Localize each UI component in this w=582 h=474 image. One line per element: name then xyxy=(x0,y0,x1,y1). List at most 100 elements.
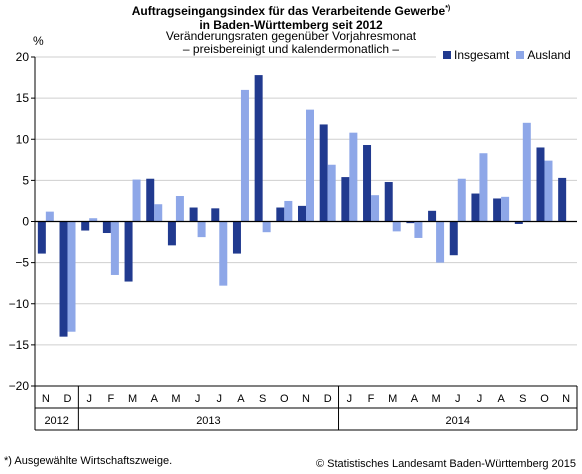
x-tick-label: N xyxy=(302,393,310,405)
y-tick-label: 5 xyxy=(22,173,29,187)
bar-ausland xyxy=(457,178,466,222)
bar-ausland xyxy=(284,200,293,222)
bar-insgesamt xyxy=(536,147,545,222)
footnote: *) Ausgewählte Wirtschaftszweige. xyxy=(4,455,173,467)
y-tick-label: −20 xyxy=(9,379,30,393)
y-tick-label: −10 xyxy=(9,297,30,311)
bar-ausland xyxy=(392,221,401,232)
x-tick-label: O xyxy=(540,393,549,405)
bar-insgesamt xyxy=(189,207,198,222)
y-tick-label: 10 xyxy=(16,132,30,146)
bar-insgesamt xyxy=(319,124,328,222)
y-tick-label: −5 xyxy=(15,256,29,270)
legend-swatch-insgesamt xyxy=(443,51,451,59)
chart-title: Auftragseingangsindex für das Verarbeite… xyxy=(0,2,582,32)
bar-ausland xyxy=(240,89,249,222)
year-label: 2014 xyxy=(446,415,470,427)
bar-ausland xyxy=(197,221,206,238)
x-tick-label: M xyxy=(388,393,397,405)
bar-insgesamt xyxy=(384,182,393,222)
bar-insgesamt xyxy=(363,145,372,222)
bar-insgesamt xyxy=(493,198,502,222)
y-tick-label: 20 xyxy=(16,50,30,64)
bar-insgesamt xyxy=(102,221,111,234)
x-tick-label: O xyxy=(280,393,289,405)
year-label: 2013 xyxy=(196,415,220,427)
x-tick-label: J xyxy=(455,393,461,405)
legend-label-ausland: Ausland xyxy=(527,48,571,62)
x-tick-label: A xyxy=(497,393,505,405)
x-tick-label: N xyxy=(42,393,50,405)
year-label: 2012 xyxy=(44,415,68,427)
bar-ausland xyxy=(110,221,119,275)
x-tick-label: J xyxy=(86,393,92,405)
y-tick-label: −15 xyxy=(9,338,30,352)
x-tick-label: J xyxy=(217,393,223,405)
bar-ausland xyxy=(306,109,314,222)
subtitle-line-2: – preisbereinigt und kalendermonatlich – xyxy=(182,42,400,56)
x-tick-label: J xyxy=(477,393,483,405)
bar-insgesamt xyxy=(449,221,458,256)
bar-ausland xyxy=(327,164,336,222)
x-tick-label: F xyxy=(108,393,115,405)
title-footnote-marker: *) xyxy=(445,5,451,12)
legend-label-insgesamt: Insgesamt xyxy=(454,48,510,62)
x-tick-label: A xyxy=(237,393,245,405)
bar-insgesamt xyxy=(167,221,176,246)
x-tick-label: S xyxy=(519,393,526,405)
x-tick-label: M xyxy=(431,393,440,405)
x-tick-label: F xyxy=(368,393,375,405)
bar-ausland xyxy=(45,211,54,222)
bar-insgesamt xyxy=(471,193,480,222)
legend-swatch-ausland xyxy=(516,51,525,59)
bar-insgesamt xyxy=(276,207,285,222)
x-tick-label: N xyxy=(562,393,570,405)
bar-insgesamt xyxy=(341,177,350,222)
bar-insgesamt xyxy=(232,221,241,254)
bar-ausland xyxy=(349,132,358,222)
bar-ausland xyxy=(154,204,163,222)
bar-ausland xyxy=(522,122,531,222)
x-tick-label: A xyxy=(151,393,159,405)
x-tick-label: M xyxy=(171,393,180,405)
x-tick-label: S xyxy=(259,393,266,405)
bar-insgesamt xyxy=(298,205,306,222)
bar-insgesamt xyxy=(81,221,90,231)
x-tick-label: J xyxy=(347,393,353,405)
bar-ausland xyxy=(544,160,553,222)
source-credit: © Statistisches Landesamt Baden-Württemb… xyxy=(315,458,576,470)
bar-ausland xyxy=(132,179,141,222)
bar-ausland xyxy=(371,195,380,222)
bar-ausland xyxy=(262,221,271,233)
x-tick-label: D xyxy=(324,393,332,405)
title-line-1: Auftragseingangsindex für das Verarbeite… xyxy=(131,4,446,18)
bar-insgesamt xyxy=(254,75,263,222)
chart-legend: Insgesamt Ausland xyxy=(436,46,578,64)
x-tick-label: J xyxy=(195,393,201,405)
chart-subtitle: Veränderungsraten gegenüber Vorjahresmon… xyxy=(0,30,582,56)
x-tick-label: A xyxy=(411,393,419,405)
bar-insgesamt xyxy=(558,177,567,222)
bar-ausland xyxy=(89,218,98,222)
bar-ausland xyxy=(219,221,228,286)
x-tick-label: D xyxy=(64,393,72,405)
bar-insgesamt xyxy=(514,221,523,224)
bar-insgesamt xyxy=(59,221,68,337)
bar-insgesamt xyxy=(37,221,46,254)
y-tick-label: 0 xyxy=(22,215,29,229)
title-line-2: in Baden-Württemberg seit 2012 xyxy=(199,18,383,32)
bar-insgesamt xyxy=(124,221,133,282)
subtitle-line-1: Veränderungsraten gegenüber Vorjahresmon… xyxy=(165,29,417,43)
x-tick-label: M xyxy=(128,393,137,405)
bar-insgesamt xyxy=(211,208,220,222)
bar-ausland xyxy=(479,153,488,222)
bar-ausland xyxy=(501,196,510,222)
bar-ausland xyxy=(175,196,184,222)
y-axis-unit-label: % xyxy=(33,34,44,48)
bar-insgesamt xyxy=(406,221,415,224)
bar-insgesamt xyxy=(146,178,155,222)
y-tick-label: 15 xyxy=(16,91,30,105)
bar-ausland xyxy=(67,221,76,332)
bar-ausland xyxy=(414,221,423,238)
